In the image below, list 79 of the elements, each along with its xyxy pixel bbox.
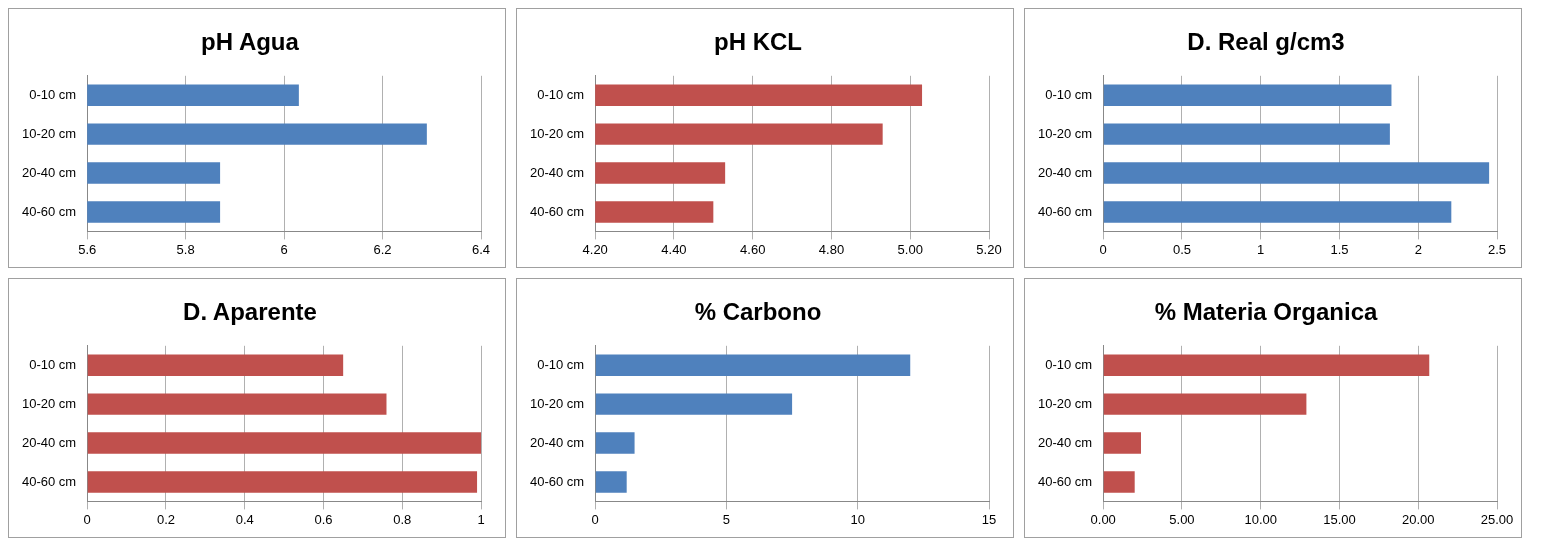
x-tick-label: 6.4: [471, 241, 491, 257]
y-tick-label: 20-40 cm: [1037, 164, 1093, 180]
y-tick-label: 10-20 cm: [21, 395, 77, 411]
chart-title: D. Real g/cm3: [1187, 28, 1345, 56]
y-tick-label: 20-40 cm: [21, 164, 77, 180]
bar: [1103, 393, 1307, 415]
bar: [1103, 84, 1392, 106]
x-tick-label: 0.4: [235, 511, 254, 527]
x-tick-label: 0: [591, 511, 599, 527]
bar: [1103, 432, 1141, 454]
x-tick-label: 2: [1414, 241, 1422, 257]
x-tick-label: 6: [280, 241, 288, 257]
bar: [595, 393, 793, 415]
x-tick-label: 4.20: [582, 241, 608, 257]
y-tick-label: 10-20 cm: [529, 395, 585, 411]
y-tick-label: 20-40 cm: [1037, 434, 1093, 450]
x-tick-label: 4.40: [661, 241, 687, 257]
y-tick-label: 40-60 cm: [21, 473, 77, 489]
x-tick-label: 0: [1099, 241, 1107, 257]
x-tick-label: 1.5: [1330, 241, 1349, 257]
y-tick-label: 10-20 cm: [1037, 125, 1093, 141]
chart-title: D. Aparente: [183, 298, 317, 326]
bar: [1103, 354, 1430, 376]
x-tick-label: 1: [1257, 241, 1265, 257]
chart-title: % Carbono: [694, 298, 822, 326]
x-tick-label: 10: [850, 511, 865, 527]
x-tick-label: 5.8: [176, 241, 195, 257]
chart-title: pH KCL: [714, 28, 802, 56]
y-tick-label: 40-60 cm: [529, 473, 585, 489]
x-tick-label: 15: [981, 511, 997, 527]
bar: [1103, 162, 1490, 184]
x-tick-label: 0.5: [1172, 241, 1191, 257]
x-tick-label: 5.6: [78, 241, 97, 257]
y-tick-label: 0-10 cm: [1045, 86, 1093, 102]
y-tick-label: 20-40 cm: [529, 434, 585, 450]
y-tick-label: 0-10 cm: [537, 356, 585, 372]
x-tick-label: 1: [477, 511, 485, 527]
x-tick-label: 5.00: [897, 241, 923, 257]
y-tick-label: 10-20 cm: [1037, 395, 1093, 411]
bar: [595, 432, 635, 454]
bar: [1103, 471, 1135, 493]
y-tick-label: 40-60 cm: [1037, 473, 1093, 489]
y-tick-label: 40-60 cm: [529, 203, 585, 219]
x-tick-label: 0.00: [1090, 511, 1116, 527]
bar: [87, 471, 478, 493]
chart-title: pH Agua: [201, 28, 300, 56]
bar: [1103, 123, 1390, 145]
x-tick-label: 0.2: [156, 511, 175, 527]
bar: [87, 393, 387, 415]
x-tick-label: 6.2: [373, 241, 392, 257]
bar: [595, 354, 911, 376]
y-tick-label: 20-40 cm: [529, 164, 585, 180]
x-tick-label: 4.80: [818, 241, 845, 257]
x-tick-label: 20.00: [1401, 511, 1435, 527]
x-tick-label: 15.00: [1323, 511, 1356, 527]
y-tick-label: 40-60 cm: [21, 203, 77, 219]
chart-title: % Materia Organica: [1154, 298, 1379, 326]
bar: [1103, 201, 1452, 223]
x-tick-label: 5: [722, 511, 731, 527]
x-tick-label: 25.00: [1480, 511, 1514, 527]
x-tick-label: 10.00: [1244, 511, 1277, 527]
y-tick-label: 40-60 cm: [1037, 203, 1093, 219]
x-tick-label: 0.8: [393, 511, 412, 527]
x-tick-label: 0: [83, 511, 91, 527]
bar: [87, 354, 344, 376]
y-tick-label: 0-10 cm: [537, 86, 585, 102]
y-tick-label: 0-10 cm: [1045, 356, 1093, 372]
x-tick-label: 5.00: [1169, 511, 1195, 527]
x-tick-label: 5.20: [976, 241, 1002, 257]
y-tick-label: 20-40 cm: [21, 434, 77, 450]
x-tick-label: 4.60: [740, 241, 766, 257]
bar: [595, 471, 627, 493]
y-tick-label: 10-20 cm: [529, 125, 585, 141]
bar: [87, 432, 481, 454]
y-tick-label: 0-10 cm: [29, 86, 77, 102]
x-tick-label: 2.5: [1487, 241, 1507, 257]
y-tick-label: 10-20 cm: [21, 125, 77, 141]
x-tick-label: 0.6: [314, 511, 333, 527]
y-tick-label: 0-10 cm: [29, 356, 77, 372]
